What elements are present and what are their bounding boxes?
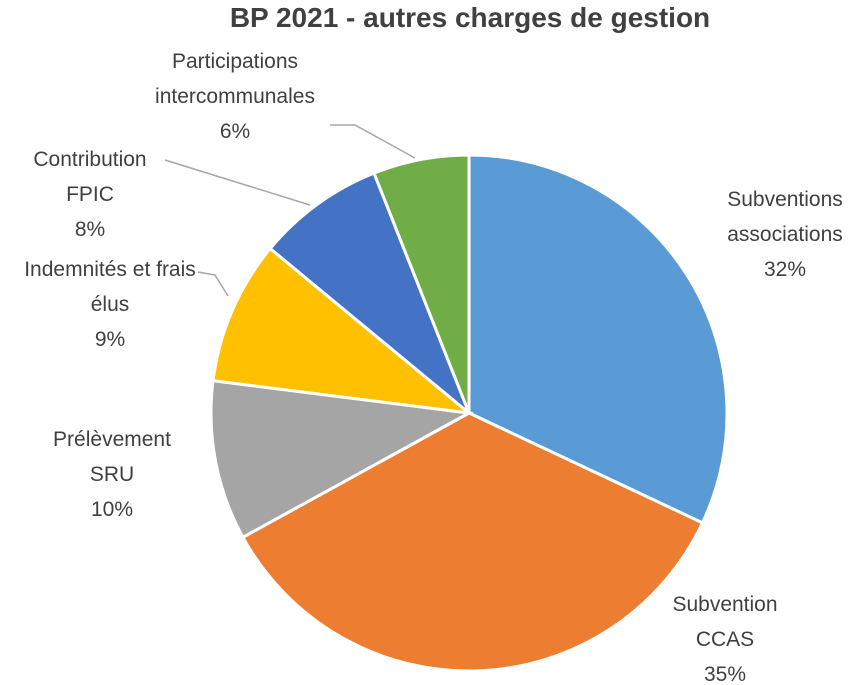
pie-slice	[209, 378, 474, 540]
slice-value-label: 9%	[94, 328, 126, 351]
slice-value-label: 10%	[90, 498, 134, 521]
slice-value-label: 6%	[219, 120, 251, 143]
pie-slice	[240, 411, 705, 673]
pie-slice	[467, 153, 729, 525]
leader-line	[330, 124, 416, 159]
chart-title: BP 2021 - autres charges de gestion	[229, 2, 711, 33]
slice-label: Subvention CCAS	[672, 593, 778, 651]
slice-label: Prélèvement SRU	[53, 428, 171, 486]
leader-line	[197, 271, 229, 297]
slice-label: Contribution FPIC	[33, 148, 147, 206]
slice-label: Indemnités et frais élus	[24, 258, 196, 316]
slice-value-label: 8%	[74, 218, 106, 241]
pie-slice	[268, 171, 471, 415]
slice-value-label: 35%	[703, 663, 747, 685]
slice-label: Subventions associations	[727, 188, 843, 246]
pie-slice	[372, 153, 471, 414]
leader-line	[164, 159, 311, 206]
slice-label: Participations intercommunales	[155, 50, 315, 108]
slice-value-label: 32%	[763, 258, 807, 281]
pie-slice	[211, 246, 474, 416]
